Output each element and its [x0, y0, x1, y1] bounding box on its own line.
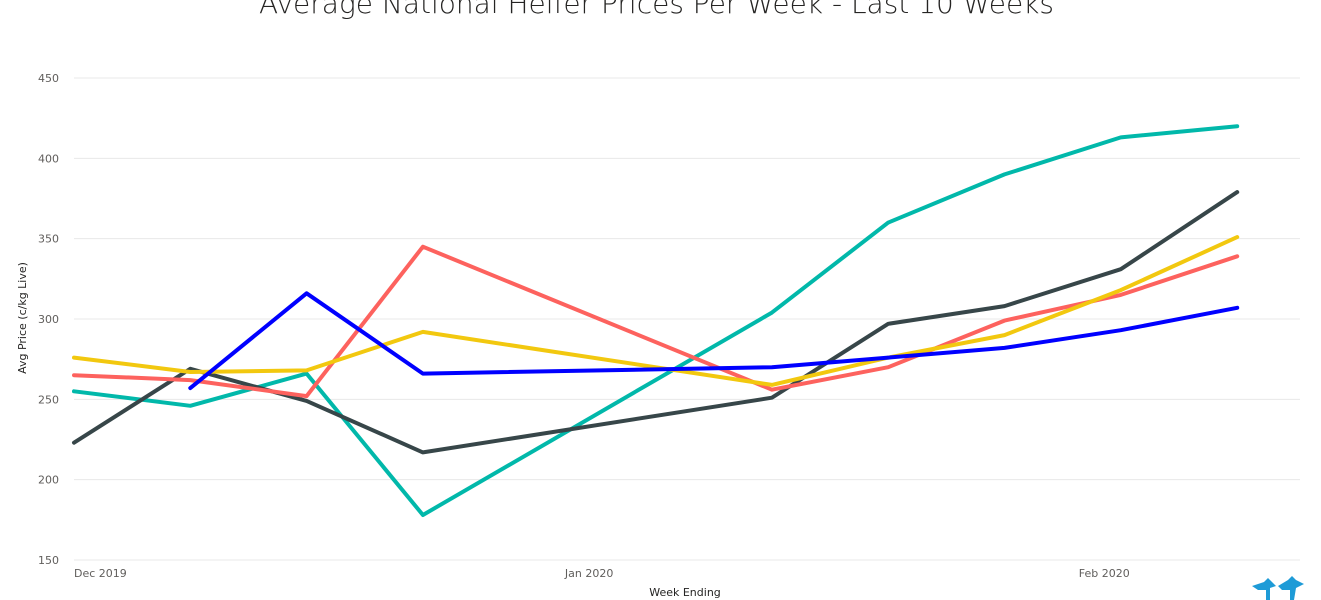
cattle-logo-icon [1252, 576, 1304, 600]
y-tick-label: 450 [38, 72, 59, 85]
y-axis-ticks: 150 200 250 300 350 400 450 [38, 72, 59, 567]
x-tick-label: Feb 2020 [1079, 567, 1130, 580]
series-line-1 [72, 124, 1240, 517]
chart-title: Average National Heifer Prices Per Week … [258, 0, 1055, 20]
x-tick-label: Jan 2020 [564, 567, 613, 580]
y-tick-label: 200 [38, 474, 59, 487]
series-line-5 [188, 291, 1240, 391]
gridlines [74, 77, 1300, 561]
series-line-4 [72, 235, 1240, 387]
y-tick-label: 250 [38, 393, 59, 406]
series-lines [72, 124, 1240, 517]
series-line-3 [72, 244, 1240, 399]
x-tick-label: Dec 2019 [74, 567, 127, 580]
y-axis-label: Avg Price (c/kg Live) [16, 262, 29, 374]
y-tick-label: 300 [38, 313, 59, 326]
x-axis-label: Week Ending [649, 586, 721, 599]
x-axis-ticks: Dec 2019 Jan 2020 Feb 2020 [74, 567, 1130, 580]
y-tick-label: 400 [38, 152, 59, 165]
series-line-2 [72, 190, 1240, 455]
y-tick-label: 150 [38, 554, 59, 567]
y-tick-label: 350 [38, 233, 59, 246]
